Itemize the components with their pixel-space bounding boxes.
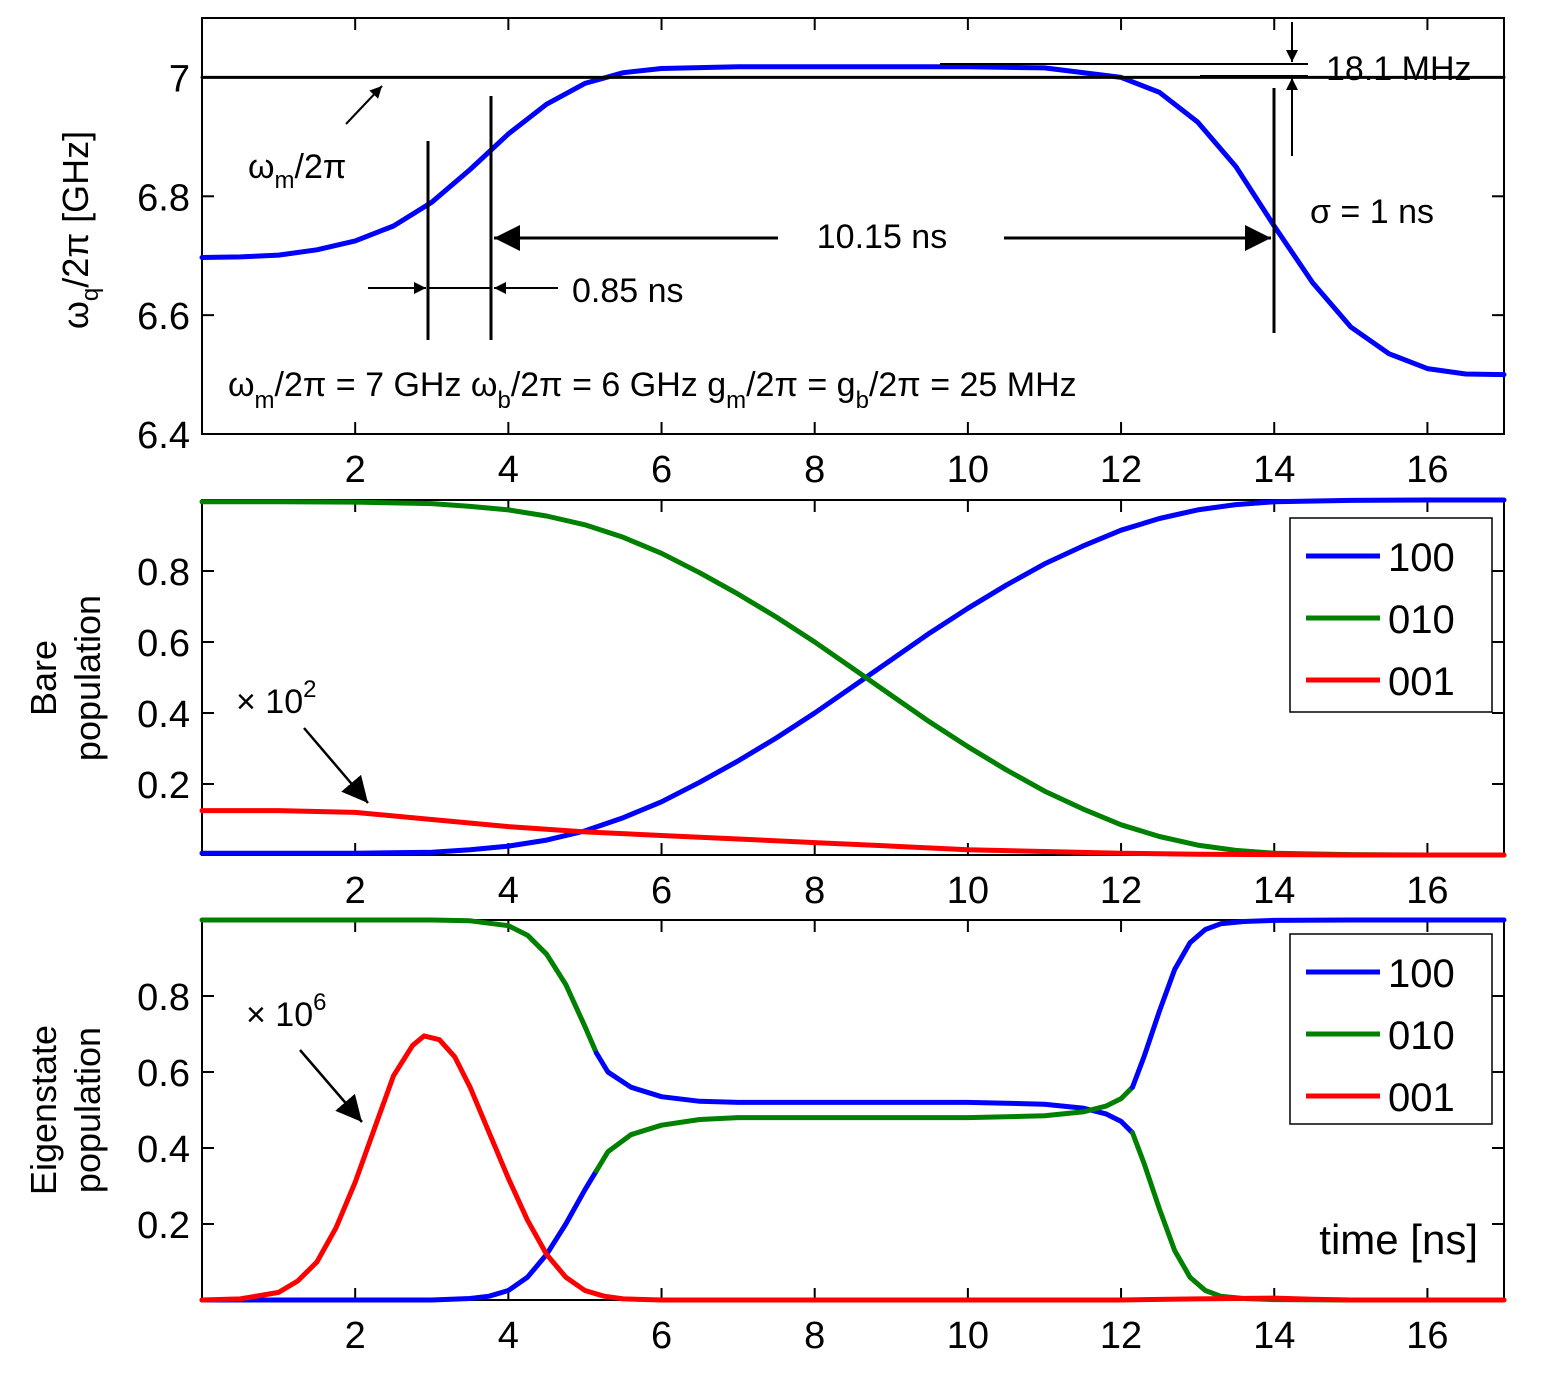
y-axis-label: population: [67, 1027, 108, 1193]
x-tick-label: 12: [1100, 870, 1142, 912]
y-tick-label: 7: [169, 58, 190, 100]
legend-label: 001: [1388, 1076, 1455, 1120]
y-tick-label: 6.6: [137, 296, 190, 338]
x-tick-label: 12: [1100, 1315, 1142, 1357]
multiplier-arrow: [299, 1049, 363, 1123]
x-tick-label: 2: [345, 449, 366, 491]
small-span-label: 0.85 ns: [572, 272, 684, 310]
parameters-label: ωm/2π = 7 GHz ωb/2π = 6 GHz gm/2π = gb/2…: [228, 366, 1077, 414]
wm-label: ωm/2π: [248, 148, 346, 194]
y-axis-label: Bare: [23, 640, 64, 716]
x-axis-label: time [ns]: [1319, 1216, 1478, 1263]
x-tick-label: 14: [1253, 1315, 1295, 1357]
series-line-010: [199, 499, 1507, 858]
middle-panel: 2 4 6 8 10 12 14 16 0.2 0.4 0.6 0.8 Bare population…: [23, 497, 1507, 912]
x-tick-label: 6: [651, 870, 672, 912]
mhz-label: 18.1 MHz: [1326, 50, 1472, 88]
multiplier-label: × 106: [246, 989, 326, 1034]
x-tick-label: 12: [1100, 449, 1142, 491]
series-line-q2: [199, 64, 1507, 378]
x-tick-label: 10: [947, 1315, 989, 1357]
x-tick-label: 2: [345, 1315, 366, 1357]
series-line-010: [199, 917, 599, 1056]
series-line-100: [593, 1050, 1135, 1136]
x-tick-label: 4: [498, 870, 519, 912]
bottom-panel: 2 4 6 8 10 12 14 16 0.2 0.4 0.6 0.8 Eigenstate popu…: [23, 917, 1507, 1357]
wm-arrow: [345, 85, 383, 125]
y-tick-label: 0.4: [137, 694, 190, 736]
legend-label: 001: [1388, 660, 1455, 704]
x-tick-label: 2: [345, 870, 366, 912]
x-tick-label: 6: [651, 1315, 672, 1357]
y-tick-label: 6.4: [137, 415, 190, 457]
x-tick-label: 4: [498, 1315, 519, 1357]
legend-label: 100: [1388, 536, 1455, 580]
x-tick-label: 8: [804, 870, 825, 912]
plot-frame: [201, 499, 1505, 856]
series-line-100: [199, 497, 1507, 856]
legend: 100 010 001: [1289, 517, 1493, 713]
x-tick-label: 8: [804, 449, 825, 491]
x-tick-label: 6: [651, 449, 672, 491]
x-tick-label: 10: [947, 870, 989, 912]
y-tick-label: 0.8: [137, 977, 190, 1019]
y-axis-label: ωq/2π [GHz]: [55, 131, 104, 329]
legend-label: 010: [1388, 598, 1455, 642]
legend-label: 100: [1388, 952, 1455, 996]
y-tick-label: 0.2: [137, 1205, 190, 1247]
series-line-010: [593, 1084, 1135, 1174]
legend-box: [1289, 933, 1493, 1125]
y-tick-label: 0.6: [137, 1053, 190, 1095]
series-line-001: [199, 1033, 1507, 1303]
x-tick-label: 14: [1253, 870, 1295, 912]
x-tick-label: 16: [1406, 870, 1448, 912]
sigma-label: σ = 1 ns: [1310, 193, 1434, 231]
series-line-001: [199, 808, 1507, 858]
legend-label: 010: [1388, 1014, 1455, 1058]
plot-frame: [201, 919, 1505, 1301]
x-tick-label: 16: [1406, 449, 1448, 491]
y-axis-label: population: [67, 595, 108, 761]
multiplier-arrow: [303, 727, 369, 804]
x-tick-label: 16: [1406, 1315, 1448, 1357]
legend: 100 010 001: [1289, 933, 1493, 1125]
x-tick-label: 8: [804, 1315, 825, 1357]
y-tick-label: 0.2: [137, 765, 190, 807]
x-tick-label: 10: [947, 449, 989, 491]
y-tick-label: 6.8: [137, 177, 190, 219]
y-axis-label: Eigenstate: [23, 1025, 64, 1195]
y-tick-label: 0.8: [137, 552, 190, 594]
top-panel: 2 4 6 8 10 12 14 16 6.4 6.6 6.8 7 ωq/2π [GHz] ωm/2π…: [55, 17, 1507, 491]
y-tick-label: 0.4: [137, 1129, 190, 1171]
series-line-100: [1130, 917, 1507, 1090]
series-line-100: [199, 1168, 599, 1303]
y-tick-label: 0.6: [137, 623, 190, 665]
span-label: 10.15 ns: [817, 218, 947, 256]
x-tick-label: 14: [1253, 449, 1295, 491]
multiplier-label: × 102: [236, 676, 316, 721]
x-tick-label: 4: [498, 449, 519, 491]
